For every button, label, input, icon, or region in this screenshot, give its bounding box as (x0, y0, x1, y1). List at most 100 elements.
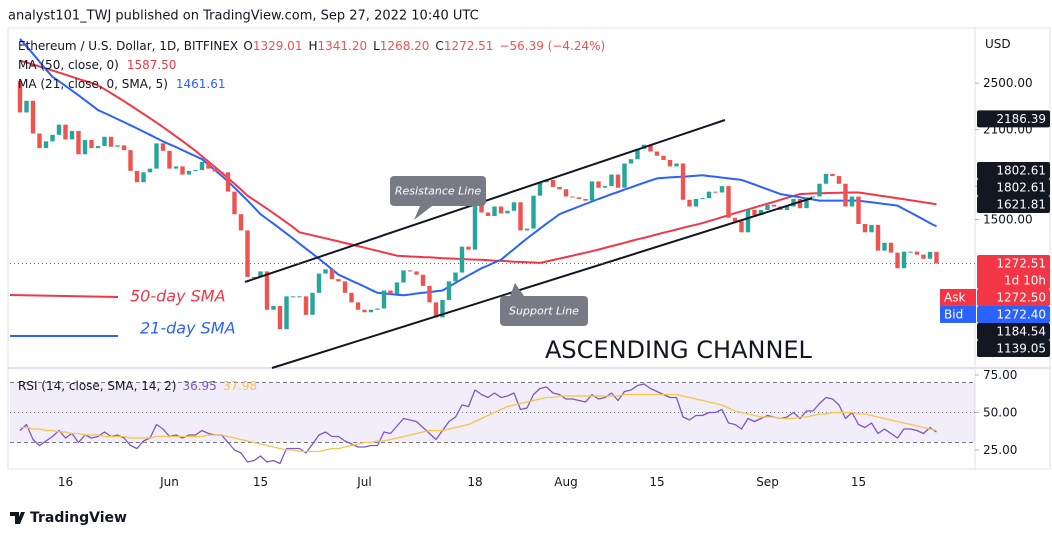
candle (50, 134, 55, 142)
candle (420, 274, 426, 286)
candle (225, 172, 231, 192)
price-label-box (977, 195, 1050, 213)
support-label: Support Line (509, 305, 579, 318)
sma50-label: 50-day SMA (130, 287, 226, 306)
callout-pointer (510, 283, 524, 296)
candle (518, 202, 523, 231)
candle (888, 242, 894, 253)
candle (323, 269, 328, 274)
price-label: 2186.39 (996, 112, 1046, 126)
candle (355, 302, 361, 310)
candle (628, 159, 634, 164)
candle (453, 272, 458, 282)
candle (160, 143, 166, 151)
rsi-tick-label: 75.00 (983, 368, 1017, 382)
price-label-name: Bid (944, 307, 963, 321)
candle (76, 130, 81, 155)
rsi-line (19, 383, 937, 465)
candle (121, 145, 127, 151)
legend-series-value: 1461.61 (176, 77, 226, 91)
candle (713, 191, 718, 193)
price-label-box (977, 178, 1050, 196)
candle (908, 251, 913, 253)
candle (570, 196, 575, 198)
legend-value: 1272.51 (444, 39, 494, 53)
x-tick-label: 15 (253, 475, 268, 489)
candle (349, 292, 354, 303)
candle (804, 197, 809, 209)
candle (862, 224, 868, 233)
candle (414, 271, 419, 275)
candle (43, 141, 49, 149)
candle (186, 170, 192, 175)
candle (563, 189, 569, 197)
candle (199, 162, 205, 171)
price-label-box (977, 322, 1050, 340)
x-tick-label: 18 (467, 475, 482, 489)
candle (381, 290, 387, 309)
candle (914, 251, 920, 255)
price-label-box (977, 161, 1050, 179)
candle (765, 204, 770, 210)
price-label-sub: 1d 10h (1004, 273, 1046, 287)
sma21-label: 21-day SMA (140, 319, 236, 338)
candle (550, 179, 556, 187)
candle (342, 281, 348, 293)
candle (102, 136, 107, 147)
candle (511, 202, 517, 211)
candle (368, 309, 374, 313)
candle (407, 270, 413, 272)
candle (316, 273, 322, 293)
candle (726, 186, 731, 218)
price-label: 1272.51 (996, 256, 1046, 270)
legend-change: −56.39 (−4.24%) (499, 39, 605, 53)
candle (17, 80, 23, 113)
x-tick-label: 15 (649, 475, 664, 489)
candle (264, 271, 270, 310)
candle (375, 308, 380, 310)
candle (719, 186, 725, 193)
candle (427, 285, 432, 303)
brand-logo (10, 512, 25, 524)
legend-key: O (243, 39, 252, 53)
candle (154, 143, 159, 169)
candle (901, 251, 907, 269)
publisher-line: analyst101_TWJ published on TradingView.… (8, 9, 479, 24)
legend-value: 1341.20 (317, 39, 367, 53)
candle (479, 205, 484, 213)
candle (446, 281, 452, 300)
x-tick-label: 15 (851, 475, 866, 489)
x-tick-label: Jun (159, 475, 179, 489)
candle (466, 246, 471, 250)
candle (583, 198, 588, 201)
price-label-box (977, 110, 1050, 128)
legend-key: H (308, 39, 317, 53)
candle (284, 296, 289, 330)
candle (336, 279, 341, 282)
price-label: 1184.54 (996, 324, 1046, 338)
candle (589, 181, 595, 201)
candle (700, 198, 705, 200)
candle (30, 100, 36, 134)
candle (212, 168, 218, 172)
candle (394, 282, 400, 294)
candle (674, 163, 679, 167)
candle (810, 196, 816, 198)
candle (193, 170, 198, 172)
x-tick-label: Aug (554, 475, 577, 489)
candle (95, 146, 101, 149)
candle (24, 100, 29, 113)
legend-main: Ethereum / U.S. Dollar, 1D, BITFINEX O132… (18, 39, 605, 53)
sma50-swatch (9, 294, 119, 298)
candle (115, 145, 120, 147)
y-tick-label: 2500.00 (983, 76, 1033, 90)
candle (69, 130, 75, 140)
candle (680, 163, 686, 200)
candle (433, 302, 439, 318)
x-tick-label: 16 (58, 475, 73, 489)
candle (784, 206, 790, 210)
rsi-tick-label: 25.00 (983, 443, 1017, 457)
price-label: 1272.50 (996, 290, 1046, 304)
candle (921, 254, 926, 259)
